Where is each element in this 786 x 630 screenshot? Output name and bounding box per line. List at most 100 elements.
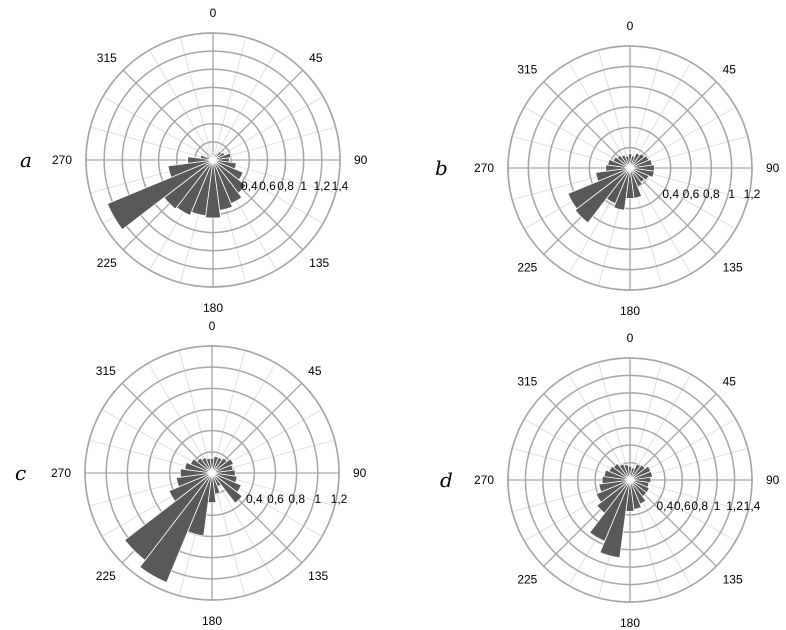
direction-label-270: 270: [51, 466, 71, 480]
direction-label-0: 0: [210, 6, 217, 20]
radial-gridline: [598, 362, 631, 481]
wedge-bar-135: [211, 472, 243, 504]
direction-label-225: 225: [517, 261, 537, 275]
direction-label-270: 270: [474, 161, 494, 175]
radial-gridline: [212, 49, 277, 161]
radial-gridline: [149, 49, 214, 161]
direction-label-135: 135: [309, 256, 329, 270]
circular-gridline: [168, 429, 256, 517]
wedge-bar-270: [605, 164, 631, 172]
direction-label-225: 225: [97, 256, 117, 270]
polar-chart-b: 0,4 0,6 0,8 1 1,2 0 45 90 135 180 225 270 315 b: [435, 19, 780, 318]
circular-gridline: [524, 374, 736, 586]
circular-gridline: [121, 68, 305, 252]
radial-tick-label: 1: [728, 187, 735, 201]
wedge-bar-345: [210, 154, 214, 161]
direction-label-270: 270: [474, 473, 494, 487]
direction-label-315: 315: [517, 374, 537, 388]
panel-label: d: [440, 468, 453, 492]
wedge-bar-225: [124, 472, 213, 561]
wedge-bar-195: [599, 479, 631, 559]
wedge-bar-75: [629, 470, 653, 481]
direction-label-90: 90: [766, 161, 780, 175]
radial-gridline: [102, 96, 214, 161]
radial-tick-label: 1,2: [726, 499, 743, 513]
wedge-bar-240: [106, 159, 214, 231]
wedge-bar-330: [618, 463, 631, 481]
radial-gridline: [90, 126, 214, 161]
circular-gridline: [588, 126, 672, 210]
direction-label-135: 135: [308, 569, 328, 583]
circular-gridline: [507, 357, 753, 603]
wedge-bar-240: [595, 479, 631, 503]
direction-label-180: 180: [202, 614, 222, 628]
circular-gridline: [126, 387, 298, 559]
direction-label-315: 315: [97, 51, 117, 65]
wedge-bar-255: [175, 472, 213, 488]
wedge-bar-315: [612, 462, 631, 481]
direction-label-90: 90: [353, 466, 367, 480]
radial-tick-label: 0,4: [246, 492, 263, 506]
wedge-bar-330: [201, 456, 213, 474]
direction-label-45: 45: [308, 364, 322, 378]
wedge-bar-315: [616, 154, 631, 169]
radial-tick-label: 1,2: [314, 179, 331, 193]
radial-tick-label: 0,8: [277, 179, 294, 193]
radial-gridline: [629, 479, 748, 512]
direction-label-315: 315: [517, 62, 537, 76]
circular-gridline: [568, 106, 692, 230]
circular-gridline: [147, 408, 277, 538]
radial-tick-label: 0,6: [674, 499, 691, 513]
radial-gridline: [629, 393, 717, 481]
wedge-bar-180: [204, 159, 222, 219]
direction-label-45: 45: [723, 374, 737, 388]
wedge-bar-255: [595, 167, 631, 182]
wedge-bar-120: [629, 167, 650, 181]
panel-label: c: [15, 461, 26, 485]
circular-gridline: [594, 444, 666, 516]
wedge-bar-225: [574, 167, 631, 224]
polar-chart-a: 0,4 0,6 0,8 1 1,2 1,4 0 45 90 135 180 225 270 315 a: [20, 6, 368, 315]
wedge-bar-75: [212, 152, 232, 161]
radial-tick-label: 0,6: [259, 179, 276, 193]
direction-label-45: 45: [309, 51, 323, 65]
radial-tick-label: 1,2: [744, 187, 761, 201]
wedge-bar-0: [627, 153, 633, 169]
direction-label-315: 315: [96, 364, 116, 378]
wedge-bar-240: [567, 167, 631, 210]
wedge-bar-270: [179, 468, 213, 478]
wedge-bar-255: [167, 159, 214, 178]
direction-label-225: 225: [517, 573, 537, 587]
radial-gridline: [179, 37, 214, 161]
wedge-bar-240: [168, 472, 213, 502]
circular-gridline: [139, 86, 287, 234]
direction-label-0: 0: [627, 331, 634, 345]
radial-gridline: [122, 69, 214, 161]
direction-label-225: 225: [96, 569, 116, 583]
direction-label-90: 90: [354, 153, 368, 167]
radial-tick-label: 0,8: [691, 499, 708, 513]
panel-label: b: [435, 156, 448, 180]
wedge-bar-300: [189, 458, 213, 474]
direction-label-45: 45: [723, 62, 737, 76]
wedge-bar-60: [211, 458, 235, 474]
direction-label-135: 135: [723, 573, 743, 587]
wedge-bar-90: [629, 476, 652, 484]
circular-gridline: [103, 50, 323, 270]
radial-tick-label: 0,6: [267, 492, 284, 506]
direction-label-270: 270: [52, 153, 72, 167]
radial-tick-label: 0,8: [703, 187, 720, 201]
direction-label-135: 135: [723, 261, 743, 275]
radial-tick-label: 0,4: [662, 187, 679, 201]
wedge-bar-270: [601, 475, 631, 485]
circular-gridline: [542, 392, 718, 568]
wedge-bar-330: [620, 154, 631, 169]
circular-gridline: [547, 85, 713, 251]
radial-tick-label: 0,8: [288, 492, 305, 506]
wedge-bar-345: [623, 464, 631, 481]
radial-tick-label: 1,4: [332, 179, 349, 193]
radial-tick-label: 0,4: [657, 499, 674, 513]
radial-gridline: [629, 362, 662, 481]
wedge-bar-345: [624, 155, 631, 169]
